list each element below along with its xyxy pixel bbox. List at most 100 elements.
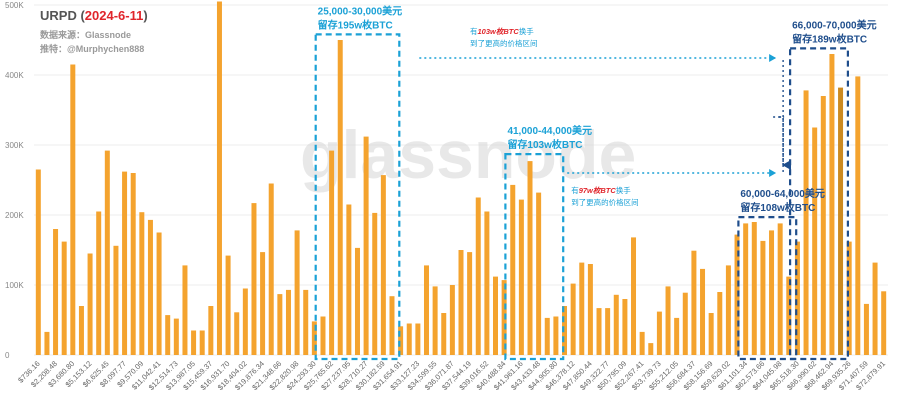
bar [803, 90, 809, 356]
flow-lower-text-amount: 97w枚BTC [579, 186, 617, 195]
bar [820, 96, 826, 355]
bar [398, 326, 404, 355]
zone-25k-30k-box [314, 33, 401, 361]
chart-header: URPD (2024-6-11) 数据来源：Glassnode 推特：@Murp… [40, 8, 148, 54]
bar [467, 252, 473, 355]
bar [53, 229, 59, 355]
bar [113, 245, 119, 355]
data-source: 数据来源：Glassnode [40, 29, 131, 40]
bar [863, 303, 869, 355]
bar [527, 161, 533, 355]
twitter-handle: 推特：@Murphychen888 [40, 43, 144, 54]
flow-upper-text-line1: 有103w枚BTC换手 [470, 26, 534, 36]
y-tick-label: 400K [5, 71, 24, 80]
y-tick-label: 300K [5, 141, 24, 150]
bar [130, 173, 136, 355]
bar [225, 255, 231, 355]
x-axis: $736.16$2,208.48$3,680.80$5,153.12$6,625… [16, 359, 887, 392]
flow-lower-text-line1: 有97w枚BTC换手 [571, 185, 631, 195]
bar [579, 262, 585, 355]
bar [493, 276, 498, 355]
bar [199, 330, 205, 355]
bar [363, 136, 369, 355]
y-tick-label: 500K [5, 1, 24, 10]
zone-66k-70k-supply: 留存189w枚BTC [792, 32, 867, 45]
bar [354, 247, 360, 355]
bar [389, 296, 395, 355]
bar [682, 292, 688, 355]
bar [484, 211, 490, 355]
bar [104, 150, 110, 355]
bar [61, 241, 67, 355]
zone-25k-30k-price-range: 25,000-30,000美元 [318, 4, 403, 17]
bar [87, 253, 93, 355]
bar [458, 250, 464, 355]
bar [294, 230, 300, 355]
bar [303, 289, 309, 355]
bar [216, 1, 222, 355]
title-prefix: URPD ( [40, 8, 85, 23]
bar [380, 175, 386, 355]
bar [717, 292, 723, 355]
bar [475, 197, 481, 355]
bar [44, 331, 50, 355]
bar [35, 169, 41, 355]
bar [725, 265, 731, 355]
flow-lower-text-prefix: 有 [571, 185, 579, 195]
bar [251, 203, 257, 355]
bar [587, 264, 593, 355]
bar [320, 316, 326, 355]
bar [613, 294, 619, 355]
y-tick-label: 0 [5, 351, 10, 360]
bar [700, 268, 706, 355]
y-axis: 0 100K 200K 300K 400K 500K [5, 1, 24, 360]
y-tick-label: 100K [5, 281, 24, 290]
bar [415, 323, 421, 355]
bar [562, 306, 568, 355]
bar [536, 192, 542, 355]
zone-41k-44k-price-range: 41,000-44,000美元 [507, 124, 592, 137]
bar [855, 76, 861, 356]
zone-41k-44k-supply: 留存103w枚BTC [507, 138, 582, 151]
bar [139, 212, 145, 355]
zone-60k-64k-price-range: 60,000-64,000美元 [740, 187, 825, 200]
bar [708, 313, 714, 355]
bar [872, 262, 878, 355]
flow-lower-text-suffix: 换手 [616, 185, 631, 195]
bar [734, 234, 740, 355]
bar [769, 230, 775, 355]
zone-41k-44k-box [504, 153, 565, 361]
bar [346, 204, 352, 355]
bar [510, 184, 516, 355]
bar [147, 219, 153, 355]
bar [846, 241, 852, 355]
bar [674, 317, 680, 355]
bar [751, 222, 757, 355]
bar [173, 318, 179, 355]
bar [639, 331, 645, 355]
bar [182, 265, 188, 355]
bar [570, 283, 576, 355]
bar [268, 183, 274, 355]
zone-66k-70k-box [788, 47, 849, 361]
bar [544, 317, 550, 355]
bar [881, 291, 887, 355]
glassnode-watermark: glassnode [300, 117, 636, 193]
bar [794, 241, 800, 355]
flow-upper-text-prefix: 有 [470, 26, 478, 36]
bar [191, 330, 197, 355]
bar [786, 276, 792, 355]
title-suffix: ) [143, 8, 147, 23]
bar [596, 308, 602, 355]
bar [656, 311, 662, 355]
bar [665, 286, 671, 355]
bar [70, 64, 76, 355]
bar [156, 232, 162, 355]
bar [605, 308, 611, 355]
bar [329, 150, 335, 355]
bar [631, 237, 637, 355]
bar [812, 127, 818, 355]
